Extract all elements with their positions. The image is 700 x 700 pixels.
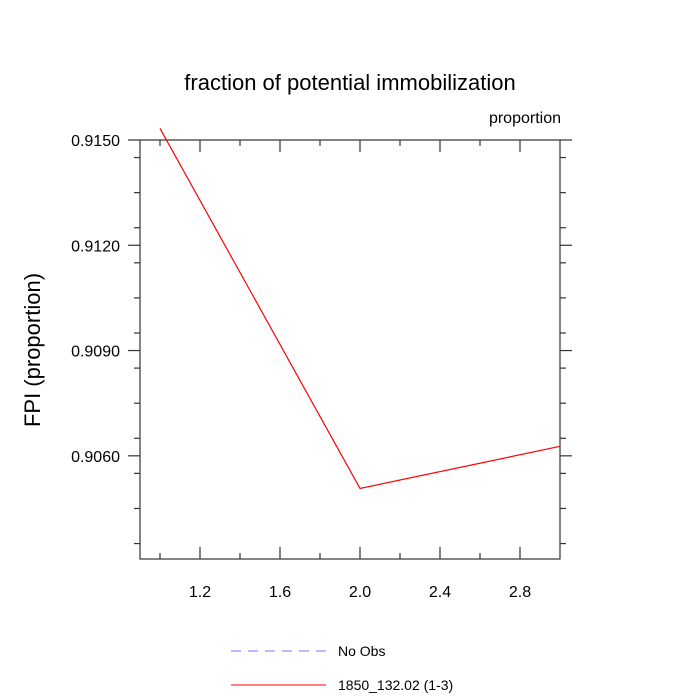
x-tick-label: 1.2 — [189, 584, 211, 601]
y-tick-label: 0.9090 — [71, 344, 120, 361]
x-tick-label: 1.6 — [269, 584, 291, 601]
y-tick-label: 0.9060 — [71, 449, 120, 466]
y-tick-label: 0.9120 — [71, 238, 120, 255]
axis-ticks — [128, 139, 572, 559]
y-tick-label: 0.9150 — [71, 133, 120, 150]
units-label: proportion — [489, 110, 561, 127]
x-tick-label: 2.4 — [429, 584, 451, 601]
x-tick-label: 2.0 — [349, 584, 371, 601]
plot-frame — [139, 139, 561, 560]
series-lines — [159, 128, 561, 490]
axis-tick-labels: 1.2 1.6 2.0 2.4 2.8 0.9060 0.9090 0.9120 0.9150 — [71, 133, 531, 601]
chart-title: fraction of potential immobilization — [184, 70, 515, 95]
series-line — [159, 128, 561, 490]
legend: No Obs 1850_132.02 (1-3) — [231, 643, 453, 693]
legend-label: No Obs — [338, 643, 385, 659]
y-axis-label: FPI (proportion) — [20, 273, 45, 427]
legend-label: 1850_132.02 (1-3) — [338, 677, 453, 693]
x-tick-label: 2.8 — [509, 584, 531, 601]
